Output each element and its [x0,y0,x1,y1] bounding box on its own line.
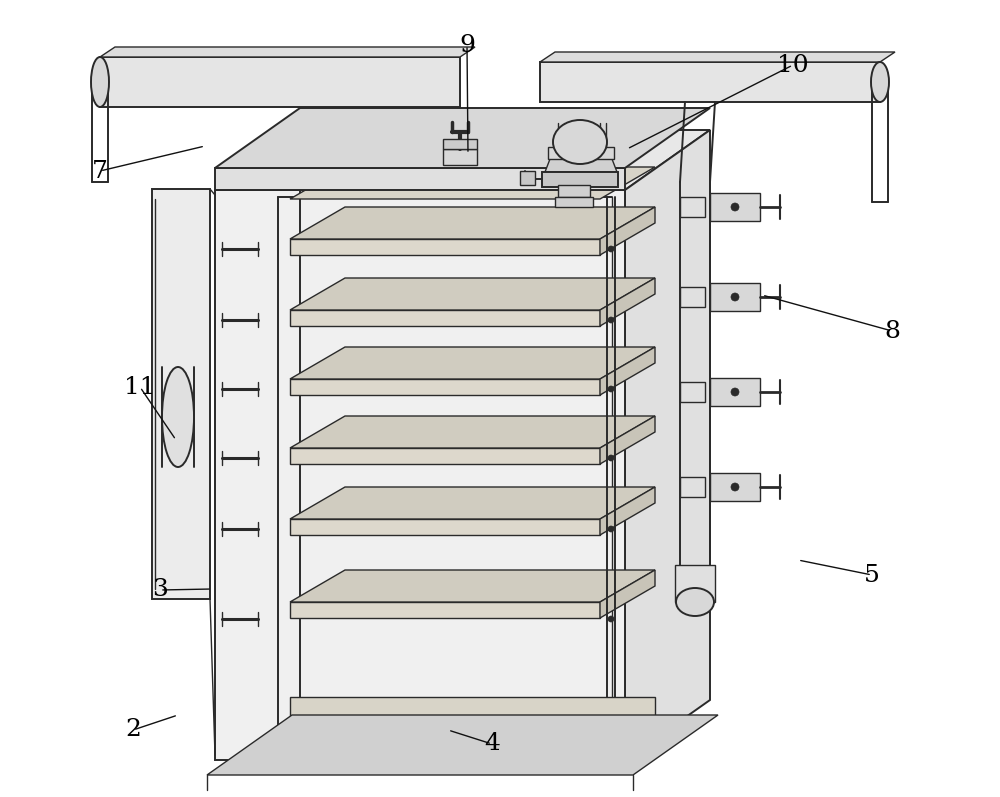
Polygon shape [290,487,655,519]
Text: 10: 10 [777,53,809,77]
Polygon shape [540,52,895,62]
Text: 11: 11 [124,375,156,398]
Polygon shape [443,139,477,149]
Text: 7: 7 [92,159,108,183]
Polygon shape [710,378,760,406]
Polygon shape [290,697,655,723]
Circle shape [608,317,614,323]
Text: 9: 9 [459,33,475,57]
Polygon shape [600,416,655,464]
Polygon shape [290,379,600,395]
Ellipse shape [91,57,109,107]
Polygon shape [680,382,705,402]
Ellipse shape [553,120,607,164]
Polygon shape [542,172,618,187]
Text: 3: 3 [152,579,168,602]
Circle shape [608,616,614,622]
Polygon shape [290,347,655,379]
Circle shape [731,483,739,491]
Text: 2: 2 [125,719,141,741]
Circle shape [731,293,739,301]
Polygon shape [680,197,705,217]
Polygon shape [600,207,655,255]
Polygon shape [600,278,655,326]
Polygon shape [207,715,718,775]
Polygon shape [290,239,600,255]
Ellipse shape [676,588,714,616]
Polygon shape [600,487,655,535]
Text: 4: 4 [484,732,500,756]
Text: 5: 5 [864,563,880,587]
Polygon shape [290,570,655,602]
Circle shape [608,386,614,392]
Ellipse shape [871,62,889,102]
Polygon shape [600,347,655,395]
Circle shape [608,526,614,532]
Polygon shape [290,278,655,310]
Polygon shape [278,723,667,755]
Polygon shape [215,130,710,190]
Ellipse shape [162,367,194,467]
Polygon shape [215,108,710,168]
Circle shape [608,246,614,252]
Polygon shape [540,62,880,102]
Polygon shape [545,159,617,172]
Polygon shape [710,283,760,311]
Polygon shape [625,130,710,760]
Polygon shape [100,57,460,107]
Polygon shape [710,193,760,221]
Polygon shape [290,167,655,199]
Circle shape [731,388,739,396]
Polygon shape [290,310,600,326]
Polygon shape [290,448,600,464]
Polygon shape [290,519,600,535]
Polygon shape [710,473,760,501]
Polygon shape [555,197,593,207]
Polygon shape [215,190,625,760]
Polygon shape [443,149,477,165]
Polygon shape [675,565,715,602]
Polygon shape [290,416,655,448]
Polygon shape [680,477,705,497]
Polygon shape [215,168,625,190]
Polygon shape [680,287,705,307]
Text: 8: 8 [884,320,900,343]
Circle shape [608,455,614,461]
Polygon shape [100,47,475,57]
Polygon shape [600,570,655,618]
Polygon shape [290,207,655,239]
Polygon shape [520,171,535,185]
Polygon shape [548,147,614,159]
Circle shape [731,203,739,211]
Polygon shape [558,185,590,197]
Polygon shape [290,602,600,618]
Polygon shape [152,189,210,599]
